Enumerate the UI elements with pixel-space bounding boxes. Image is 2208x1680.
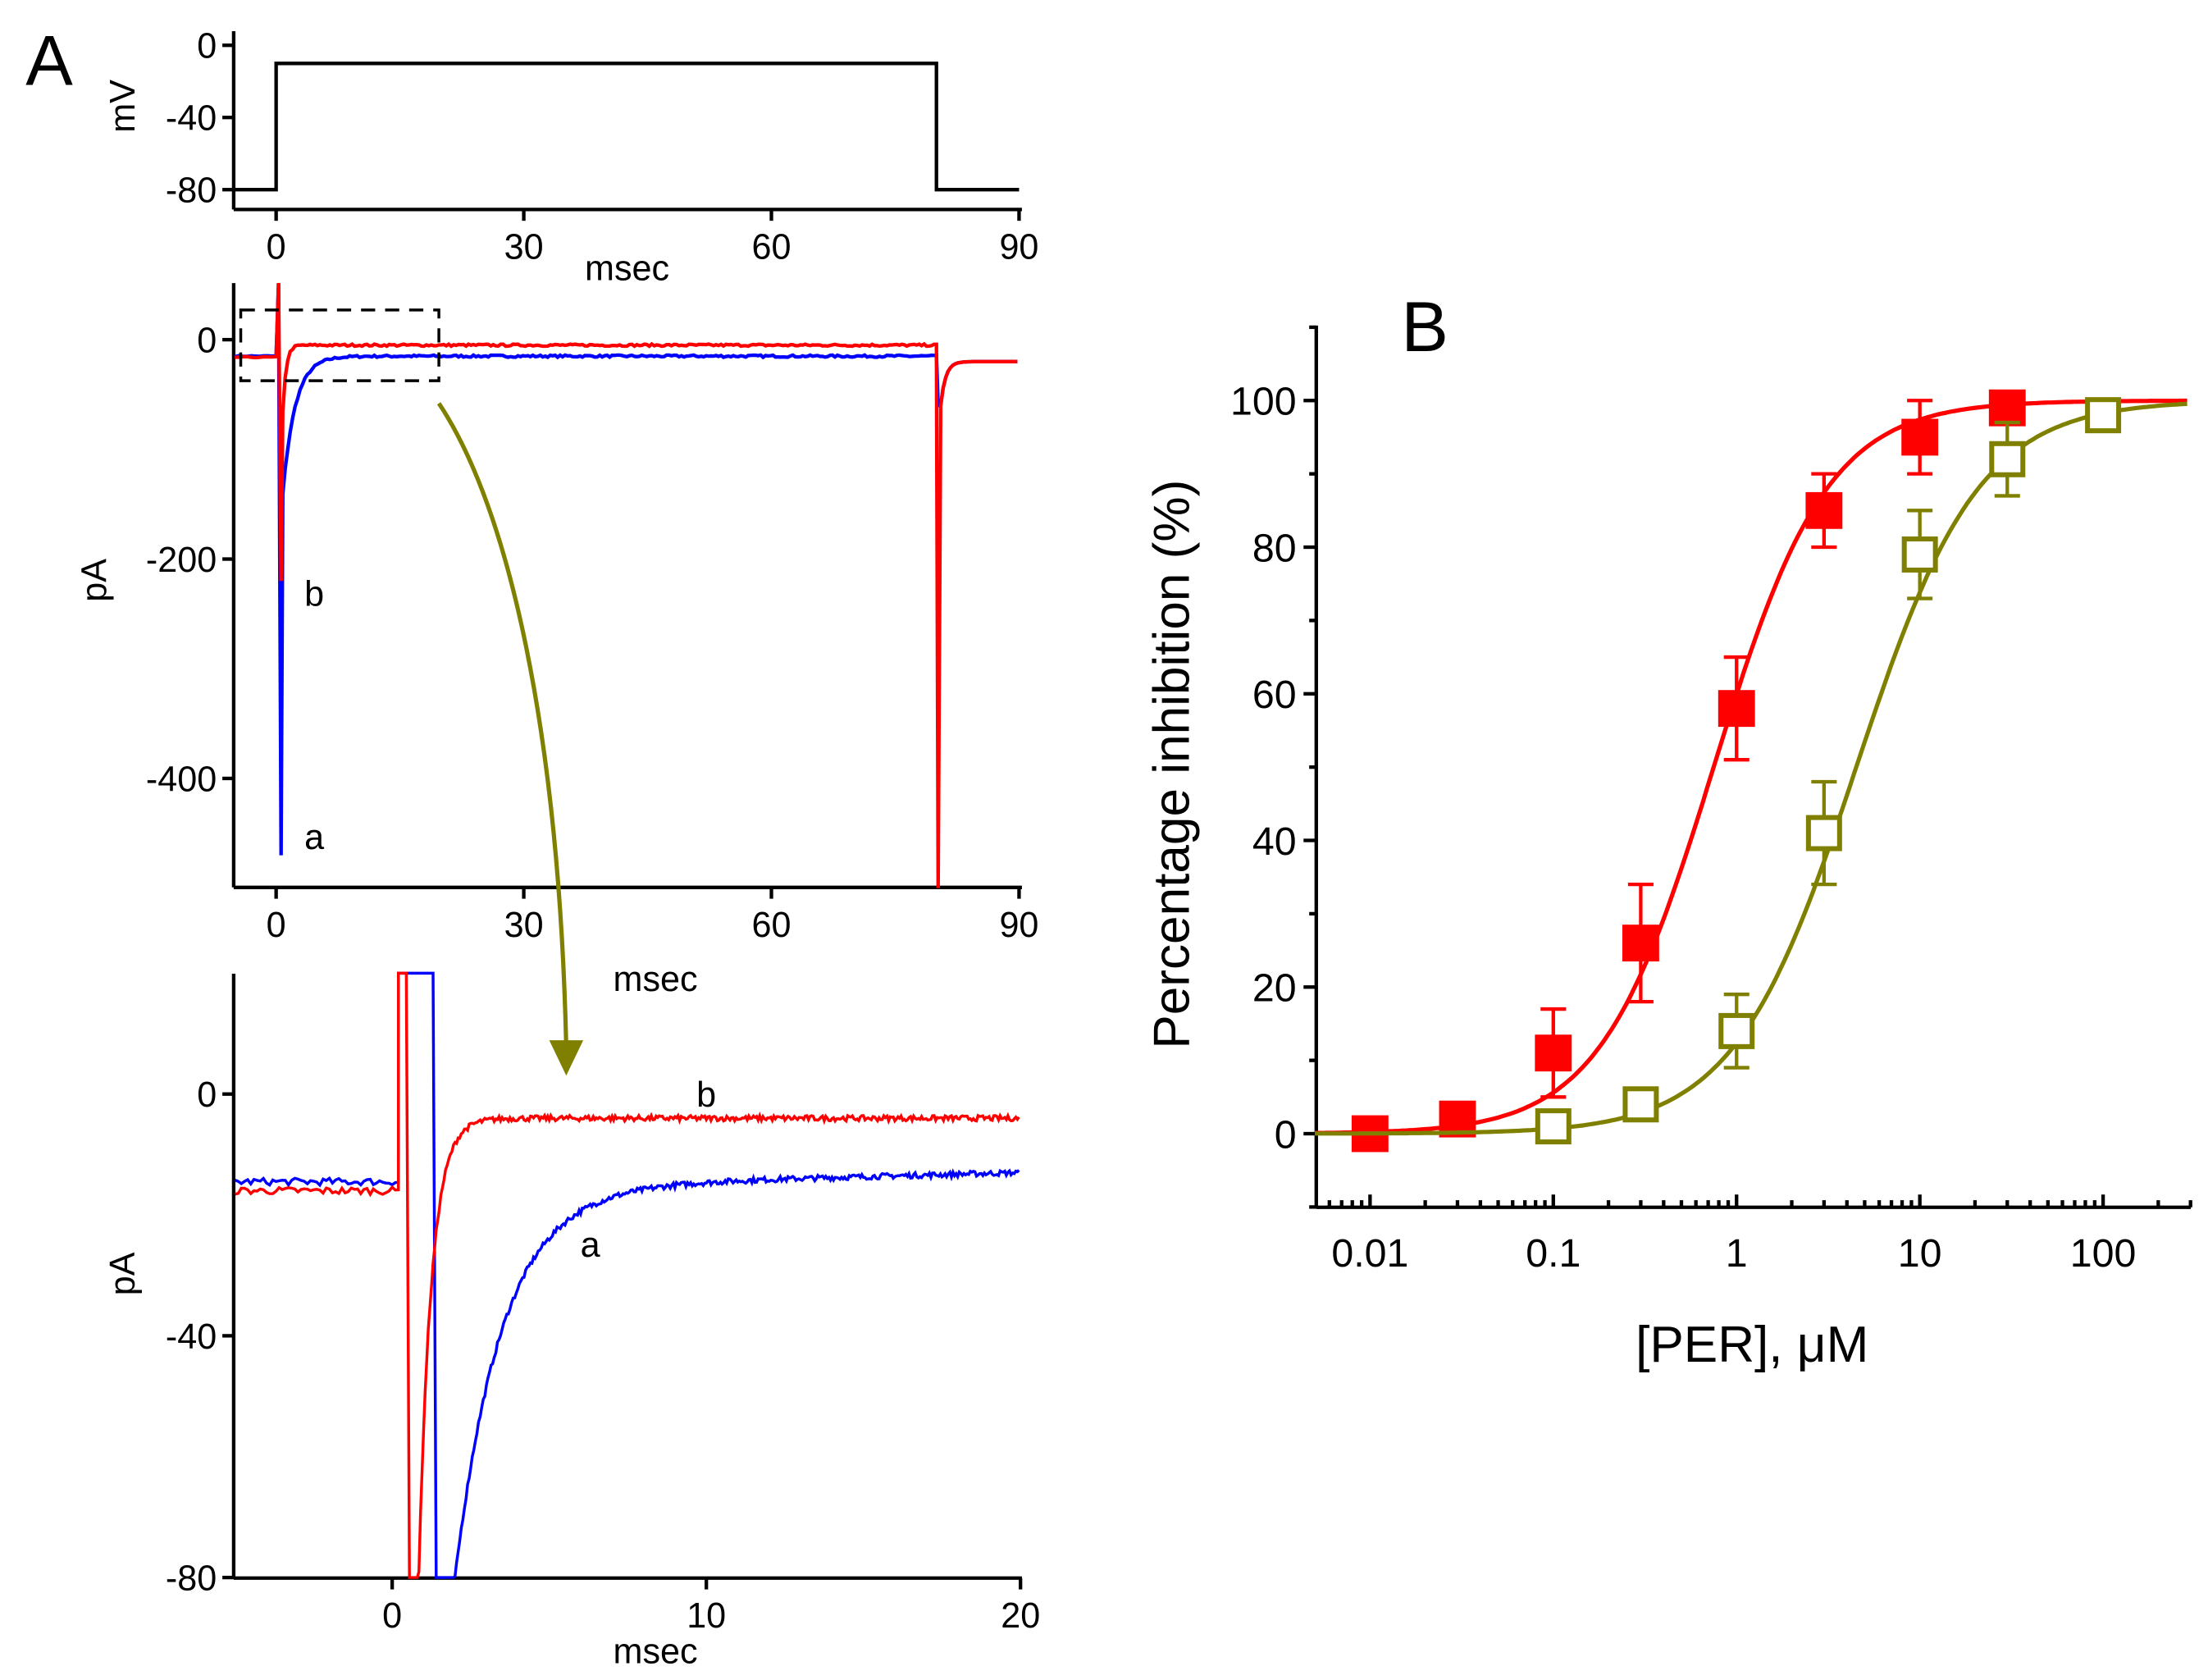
x-tick-label: 90: [999, 228, 1038, 267]
x-tick-label: 0: [267, 906, 286, 945]
x-tick-label: 0.1: [1526, 1231, 1581, 1276]
y-tick-label: -80: [166, 1559, 217, 1599]
x-tick-label: 10: [687, 1596, 726, 1636]
trace-label-a: a: [581, 1226, 600, 1265]
data-point-filled: [1901, 418, 1939, 456]
data-point-open: [1989, 441, 2026, 477]
dose-response-plot: 0.01 0.1 1 10 100 0 20 40 60 80 100 [PER], μM Percen…: [1144, 325, 2192, 1373]
current-trace-b: [235, 283, 1018, 888]
x-axis-label: msec: [585, 249, 669, 289]
x-tick-label: 60: [752, 228, 792, 267]
y-tick-label: -200: [146, 541, 217, 580]
zoom-region-box: [239, 308, 440, 382]
current-trace-a: [234, 283, 1018, 856]
y-tick-label: -400: [146, 760, 217, 799]
data-point-open: [1622, 1086, 1659, 1123]
zoom-arrow: [436, 402, 568, 1048]
x-axis-label: msec: [614, 1632, 698, 1671]
trace-label-b: b: [304, 574, 324, 614]
y-axis-label: pA: [103, 1252, 143, 1295]
panel-b-label: B: [1401, 288, 1448, 367]
x-axis-label: [PER], μM: [1635, 1317, 1868, 1373]
y-tick-label: 20: [1252, 966, 1297, 1011]
data-point-open: [1535, 1108, 1572, 1145]
expanded-current-plot: 0 10 20 0 -40 -80 msec pA a b: [103, 971, 1040, 1671]
y-axis-label: mV: [103, 80, 143, 133]
current-traces-plot: 0 30 60 90 0 -200 -400 msec pA a b: [75, 283, 1038, 999]
x-tick-label: 100: [2070, 1231, 2137, 1276]
expanded-trace-b: [235, 971, 1020, 1579]
y-tick-label: 80: [1252, 526, 1297, 570]
y-tick-label: 0: [1275, 1112, 1297, 1157]
x-tick-label: 30: [504, 228, 544, 267]
x-tick-label: 90: [999, 906, 1038, 945]
x-tick-label: 0.01: [1331, 1231, 1408, 1276]
y-tick-label: -80: [166, 171, 217, 211]
data-point-filled: [1622, 924, 1659, 962]
data-point-open: [1901, 536, 1938, 573]
data-point-open: [1718, 1012, 1755, 1049]
x-tick-label: 30: [504, 906, 544, 945]
y-tick-label: -40: [166, 1317, 217, 1357]
y-tick-label: 60: [1252, 673, 1297, 717]
x-tick-label: 1: [1726, 1231, 1748, 1276]
panel-a-label: A: [25, 22, 73, 101]
x-tick-label: 20: [1001, 1596, 1040, 1636]
y-tick-label: 100: [1230, 380, 1297, 424]
y-axis-label: Percentage inhibition (%): [1144, 480, 1201, 1049]
data-point-filled: [1988, 389, 2026, 427]
data-point-filled: [1535, 1034, 1572, 1072]
y-tick-label: 0: [197, 322, 217, 361]
x-axis-label: msec: [614, 960, 698, 999]
data-point-open: [1805, 815, 1842, 851]
data-point-filled: [1805, 491, 1843, 529]
x-tick-label: 10: [1898, 1231, 1942, 1276]
y-axis-label: pA: [75, 559, 115, 602]
data-point-open: [2085, 397, 2122, 434]
data-point-filled: [1718, 690, 1755, 728]
y-tick-label: 0: [197, 1075, 217, 1115]
voltage-protocol-plot: 0 30 60 90 0 -40 -80 msec mV: [103, 27, 1038, 289]
trace-label-a: a: [304, 818, 324, 857]
zoom-arrow-head: [549, 1040, 584, 1076]
voltage-trace: [235, 62, 1020, 192]
x-tick-label: 0: [267, 228, 286, 267]
trace-label-b: b: [696, 1075, 716, 1115]
x-tick-label: 0: [382, 1596, 402, 1636]
y-tick-label: -40: [166, 99, 217, 139]
y-tick-label: 0: [197, 27, 217, 66]
y-tick-label: 40: [1252, 819, 1297, 864]
expanded-trace-a: [234, 971, 1020, 1579]
x-tick-label: 60: [752, 906, 792, 945]
